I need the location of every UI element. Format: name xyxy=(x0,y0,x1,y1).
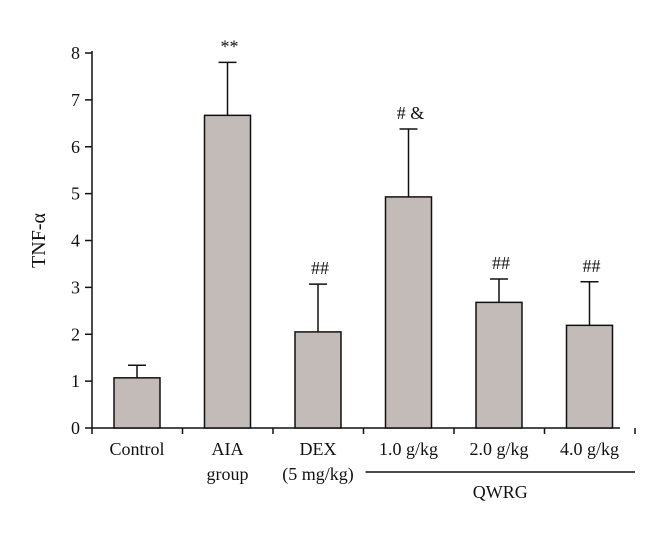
bar xyxy=(565,324,614,429)
error-bars xyxy=(128,61,599,378)
y-axis: 0 1 2 3 4 5 6 7 8 xyxy=(71,43,93,438)
x-category-label: group xyxy=(207,464,249,484)
x-category-label: Control xyxy=(109,439,164,459)
y-tick-label: 5 xyxy=(71,184,80,204)
y-tick-label: 8 xyxy=(71,43,80,63)
y-axis-title-group: TNF-α xyxy=(28,213,50,268)
x-category-label: 1.0 g/kg xyxy=(379,439,438,459)
bar xyxy=(384,196,433,429)
y-tick-label: 2 xyxy=(71,324,80,344)
bar xyxy=(294,331,342,429)
bar xyxy=(113,377,161,429)
significance-annotations: ** ## # & ## ## xyxy=(221,36,601,278)
significance-label: ** xyxy=(221,36,239,56)
bar xyxy=(203,114,252,429)
significance-label: ## xyxy=(492,253,510,273)
group-label: QWRG xyxy=(473,482,528,502)
y-axis-title: TNF-α xyxy=(28,213,50,268)
significance-label: ## xyxy=(311,258,329,278)
bars xyxy=(113,114,614,429)
x-category-label: AIA xyxy=(212,439,244,459)
significance-label: # & xyxy=(397,103,425,123)
group-bracket: QWRG xyxy=(365,471,635,502)
y-tick-label: 4 xyxy=(71,231,80,251)
y-tick-label: 3 xyxy=(71,277,80,297)
y-tick-label: 7 xyxy=(71,90,80,110)
x-category-label: 4.0 g/kg xyxy=(560,439,619,459)
y-tick-label: 1 xyxy=(71,371,80,391)
y-tick-label: 0 xyxy=(71,418,80,438)
x-category-label: (5 mg/kg) xyxy=(282,464,354,485)
significance-label: ## xyxy=(583,256,601,276)
bar xyxy=(475,301,523,429)
x-category-label: DEX xyxy=(300,439,337,459)
x-category-label: 2.0 g/kg xyxy=(469,439,528,459)
x-axis: Control AIA group DEX (5 mg/kg) 1.0 g/kg 2.0 g… xyxy=(91,427,636,485)
y-tick-label: 6 xyxy=(71,137,80,157)
